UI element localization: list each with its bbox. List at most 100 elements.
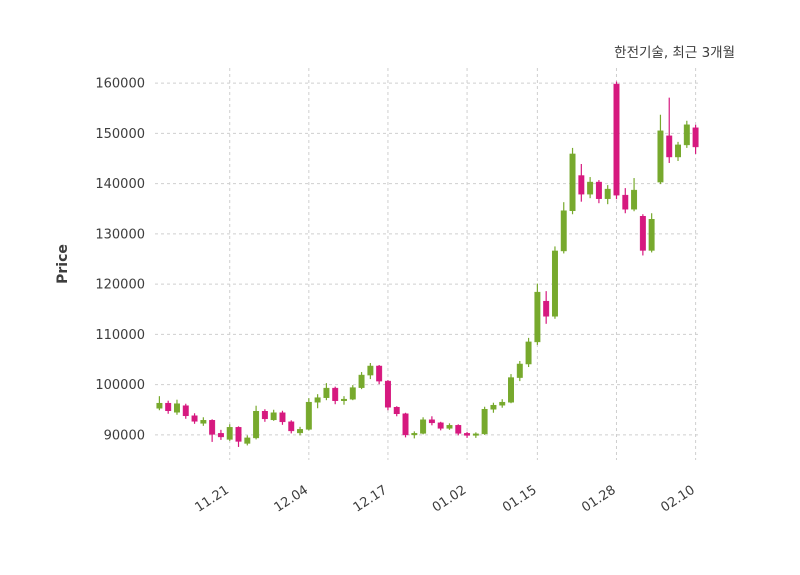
candle-up [349,385,356,401]
candle-body [428,419,435,424]
candle-body [613,83,620,196]
candle-up [516,360,523,382]
candle-body [481,408,488,435]
candle-body [516,363,523,378]
candle-up [174,399,180,415]
candle-body [666,135,673,158]
x-tick-label: 12.17 [351,483,390,516]
candle-body [472,433,479,436]
candle-down [543,291,550,324]
candle-down [165,400,172,414]
candle-body [156,402,163,409]
candle-down [288,420,295,434]
candle-down [384,380,391,411]
candle-up [156,396,163,411]
candle-body [217,433,224,438]
candle-up [508,374,514,404]
candle-body [525,341,532,365]
candle-body [534,291,541,343]
candle-up [420,417,427,435]
candle-up [472,432,479,438]
candle-up [244,435,251,446]
y-axis-label: Price [55,244,71,284]
y-tick-label: 150000 [95,127,145,142]
candle-body [279,412,286,423]
candle-body [297,429,304,434]
candle-up [297,426,304,436]
candle-body [411,433,418,436]
candle-down [437,421,444,431]
candle-up [569,147,576,215]
candle-body [560,210,567,252]
candle-body [648,219,655,251]
candle-body [367,365,374,376]
candle-body [358,374,365,388]
candle-down [393,406,400,417]
candle-body [464,433,471,436]
candle-up [367,363,374,380]
candle-up [226,424,233,441]
candle-up [270,409,277,421]
y-tick-label: 90000 [104,428,145,443]
candle-body [639,216,646,251]
candle-body [446,425,453,429]
candle-up [481,406,488,435]
candle-body [261,411,268,420]
candle-body [402,413,409,436]
y-tick-label: 130000 [95,227,145,242]
candle-body [508,377,514,403]
candle-body [235,427,242,442]
candle-body [587,181,594,195]
candle-body [244,437,251,444]
candle-body [384,380,391,408]
x-tick-label: 01.15 [500,483,539,516]
x-tick-label: 01.02 [430,483,469,516]
candle-body [499,401,506,406]
candle-down [666,97,673,163]
candle-body [349,387,356,400]
candle-body [288,421,295,432]
x-tick-label: 02.10 [658,483,697,516]
candle-down [613,81,620,200]
y-tick-label: 120000 [95,278,145,293]
candle-down [279,410,286,425]
candle-body [209,420,216,435]
candle-down [261,409,268,422]
candle-body [437,422,444,429]
candle-body [200,420,207,424]
candle-down [332,386,339,405]
candle-down [376,365,383,385]
candle-down [595,180,602,204]
candle-body [604,188,611,199]
axis-layer: 90000 100000 110000 120000 130000 140000 15000… [95,77,697,516]
candle-body [182,405,189,417]
candle-up [683,120,690,148]
candle-up [411,431,418,439]
candle-body [657,130,664,183]
candle-body [270,412,277,421]
candle-body [305,401,312,430]
candle-body [543,300,550,317]
candle-body [683,124,690,146]
candle-body [569,153,576,211]
candle-down [235,426,242,447]
y-tick-label: 140000 [95,177,145,192]
y-tick-label: 160000 [95,77,145,92]
candle-down [209,419,216,442]
candle-up [341,396,347,405]
candle-body [376,365,383,382]
candle-down [455,424,462,436]
candle-up [675,141,681,161]
candle-up [305,398,312,431]
candle-up [560,202,567,254]
candle-down [578,163,585,202]
candle-down [217,429,224,440]
candle-body [692,127,699,148]
candle-body [332,387,339,401]
candle-up [631,178,638,212]
candle-body [253,411,260,439]
candle-body [490,404,497,410]
candle-down [464,431,471,438]
candle-down [692,124,699,154]
